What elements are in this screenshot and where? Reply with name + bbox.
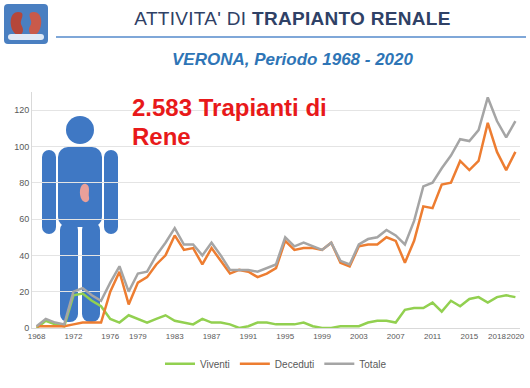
svg-text:1991: 1991: [239, 332, 257, 341]
svg-text:1976: 1976: [101, 332, 119, 341]
svg-text:80: 80: [19, 178, 29, 188]
svg-text:100: 100: [14, 142, 29, 152]
svg-text:60: 60: [19, 214, 29, 224]
svg-text:Totale: Totale: [359, 359, 386, 370]
svg-text:120: 120: [14, 105, 29, 115]
svg-text:20: 20: [19, 287, 29, 297]
svg-text:2003: 2003: [350, 332, 368, 341]
svg-text:2018: 2018: [488, 332, 506, 341]
html-text:VERONA, Periodo 1968 - 2020: VERONA, Periodo 1968 - 2020: [172, 50, 413, 69]
svg-text:1979: 1979: [129, 332, 147, 341]
svg-text:1983: 1983: [166, 332, 184, 341]
svg-text:2007: 2007: [387, 332, 405, 341]
html-text:ATTIVITA' DI TRAPIANTO RENALE: ATTIVITA' DI TRAPIANTO RENALE: [134, 8, 451, 29]
svg-text:Deceduti: Deceduti: [275, 359, 314, 370]
svg-text:0: 0: [24, 323, 29, 333]
svg-text:1968: 1968: [28, 332, 46, 341]
svg-text:40: 40: [19, 251, 29, 261]
svg-text:1987: 1987: [203, 332, 221, 341]
svg-text:2020: 2020: [507, 332, 525, 341]
svg-text:1995: 1995: [276, 332, 294, 341]
html-text:2.583 Trapianti di Rene: 2.583 Trapianti di Rene: [132, 94, 327, 150]
svg-text:Viventi: Viventi: [200, 359, 230, 370]
svg-text:1972: 1972: [65, 332, 83, 341]
svg-text:1999: 1999: [313, 332, 331, 341]
svg-text:2015: 2015: [460, 332, 478, 341]
svg-text:2011: 2011: [424, 332, 442, 341]
